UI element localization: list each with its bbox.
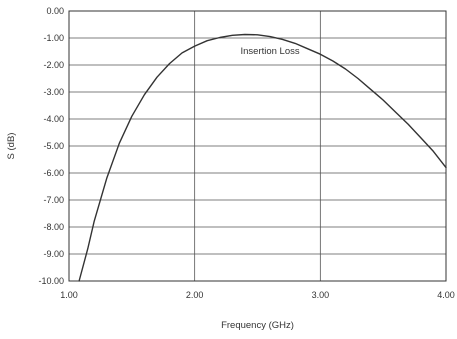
y-tick-label: -1.00 — [43, 33, 64, 43]
y-axis-title: S (dB) — [6, 133, 17, 160]
x-tick-label: 4.00 — [437, 290, 455, 300]
x-axis-title: Frequency (GHz) — [221, 320, 294, 331]
y-tick-label: -4.00 — [43, 114, 64, 124]
y-tick-label: 0.00 — [46, 6, 64, 16]
y-tick-label: -10.00 — [38, 276, 64, 286]
y-tick-label: -2.00 — [43, 60, 64, 70]
y-tick-label: -9.00 — [43, 249, 64, 259]
y-tick-label: -3.00 — [43, 87, 64, 97]
x-tick-label: 2.00 — [186, 290, 204, 300]
plot-frame — [68, 10, 447, 282]
y-tick-label: -8.00 — [43, 222, 64, 232]
annotation-insertion-loss: Insertion Loss — [240, 46, 299, 57]
y-axis-ticks: 0.00 -1.00 -2.00 -3.00 -4.00 -5.00 -6.00 -7.00 -… — [38, 6, 64, 286]
y-tick-label: -6.00 — [43, 168, 64, 178]
y-tick-label: -7.00 — [43, 195, 64, 205]
x-tick-label: 1.00 — [60, 290, 78, 300]
series-group — [78, 33, 447, 282]
series-line-0 — [78, 33, 447, 282]
x-axis-ticks: 1.00 2.00 3.00 4.00 — [60, 290, 455, 300]
x-tick-label: 3.00 — [312, 290, 330, 300]
y-tick-label: -5.00 — [43, 141, 64, 151]
